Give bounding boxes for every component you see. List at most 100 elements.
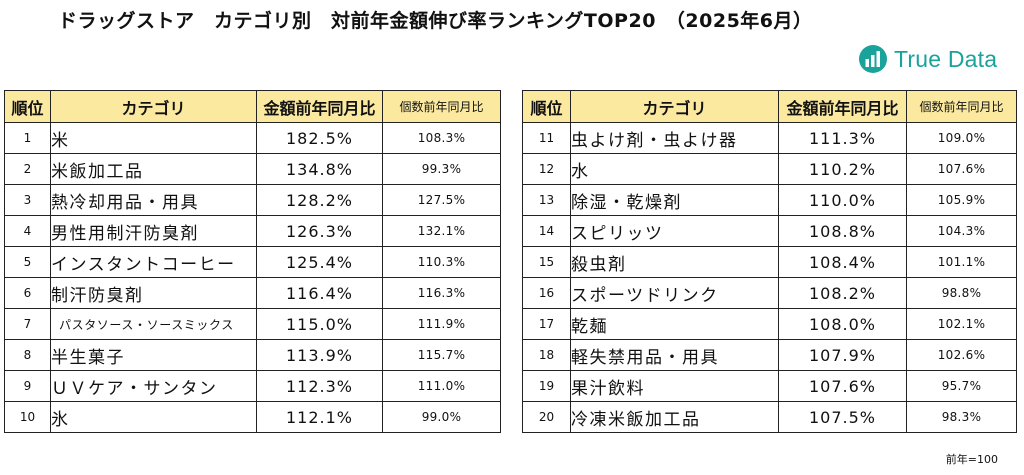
category-cell: 果汁飲料	[570, 370, 779, 402]
rank-cell: 3	[4, 184, 51, 216]
amount-yoy-cell: 125.4%	[256, 246, 383, 278]
rank-cell: 9	[4, 370, 51, 402]
amount-yoy-cell: 108.8%	[778, 215, 907, 247]
amount-yoy-cell: 113.9%	[256, 339, 383, 371]
amount-yoy-cell: 128.2%	[256, 184, 383, 216]
amount-yoy-cell: 107.5%	[778, 401, 907, 433]
count-yoy-cell: 127.5%	[382, 184, 501, 216]
table-row: 12 水 110.2% 107.6%	[522, 153, 1017, 185]
category-cell: 水	[570, 153, 779, 185]
count-yoy-cell: 107.6%	[906, 153, 1017, 185]
table-row: 8 半生菓子 113.9% 115.7%	[4, 339, 501, 371]
count-yoy-cell: 108.3%	[382, 122, 501, 154]
header-category: カテゴリ	[50, 90, 257, 123]
category-cell: 乾麺	[570, 308, 779, 340]
category-cell: パスタソース・ソースミックス	[50, 308, 257, 340]
category-cell: 軽失禁用品・用具	[570, 339, 779, 371]
category-cell: 熱冷却用品・用具	[50, 184, 257, 216]
table-row: 20 冷凍米飯加工品 107.5% 98.3%	[522, 401, 1017, 433]
count-yoy-cell: 98.3%	[906, 401, 1017, 433]
count-yoy-cell: 102.1%	[906, 308, 1017, 340]
category-cell: 米飯加工品	[50, 153, 257, 185]
logo-text: True Data	[894, 45, 998, 72]
category-cell: スポーツドリンク	[570, 277, 779, 309]
header-count-yoy: 個数前年同月比	[906, 90, 1017, 123]
amount-yoy-cell: 134.8%	[256, 153, 383, 185]
category-cell: スピリッツ	[570, 215, 779, 247]
category-cell: 冷凍米飯加工品	[570, 401, 779, 433]
table-row: 17 乾麺 108.0% 102.1%	[522, 308, 1017, 340]
category-cell: 制汗防臭剤	[50, 277, 257, 309]
amount-yoy-cell: 108.0%	[778, 308, 907, 340]
amount-yoy-cell: 126.3%	[256, 215, 383, 247]
table-row: 2 米飯加工品 134.8% 99.3%	[4, 153, 501, 185]
count-yoy-cell: 98.8%	[906, 277, 1017, 309]
rank-cell: 11	[522, 122, 571, 154]
count-yoy-cell: 99.0%	[382, 401, 501, 433]
footnote: 前年=100	[945, 453, 998, 466]
table-row: 9 ＵＶケア・サンタン 112.3% 111.0%	[4, 370, 501, 402]
amount-yoy-cell: 110.0%	[778, 184, 907, 216]
header-amount-yoy: 金額前年同月比	[256, 90, 383, 123]
rank-cell: 13	[522, 184, 571, 216]
count-yoy-cell: 110.3%	[382, 246, 501, 278]
header-count-yoy: 個数前年同月比	[382, 90, 501, 123]
rank-cell: 10	[4, 401, 51, 433]
table-row: 7 パスタソース・ソースミックス 115.0% 111.9%	[4, 308, 501, 340]
table-row: 6 制汗防臭剤 116.4% 116.3%	[4, 277, 501, 309]
table-row: 10 氷 112.1% 99.0%	[4, 401, 501, 433]
table-row: 5 インスタントコーヒー 125.4% 110.3%	[4, 246, 501, 278]
table-row: 15 殺虫剤 108.4% 101.1%	[522, 246, 1017, 278]
amount-yoy-cell: 112.3%	[256, 370, 383, 402]
rank-cell: 19	[522, 370, 571, 402]
table-row: 11 虫よけ剤・虫よけ器 111.3% 109.0%	[522, 122, 1017, 154]
category-cell: ＵＶケア・サンタン	[50, 370, 257, 402]
count-yoy-cell: 116.3%	[382, 277, 501, 309]
table-row: 3 熱冷却用品・用具 128.2% 127.5%	[4, 184, 501, 216]
category-cell: 男性用制汗防臭剤	[50, 215, 257, 247]
amount-yoy-cell: 107.6%	[778, 370, 907, 402]
rank-cell: 8	[4, 339, 51, 371]
rank-cell: 17	[522, 308, 571, 340]
category-cell: 氷	[50, 401, 257, 433]
rank-cell: 14	[522, 215, 571, 247]
count-yoy-cell: 101.1%	[906, 246, 1017, 278]
rank-cell: 12	[522, 153, 571, 185]
category-cell: 米	[50, 122, 257, 154]
table-header-row: 順位 カテゴリ 金額前年同月比 個数前年同月比	[4, 90, 501, 123]
rank-cell: 2	[4, 153, 51, 185]
amount-yoy-cell: 112.1%	[256, 401, 383, 433]
header-category: カテゴリ	[570, 90, 779, 123]
count-yoy-cell: 111.0%	[382, 370, 501, 402]
table-row: 1 米 182.5% 108.3%	[4, 122, 501, 154]
count-yoy-cell: 105.9%	[906, 184, 1017, 216]
table-header-row: 順位 カテゴリ 金額前年同月比 個数前年同月比	[522, 90, 1017, 123]
amount-yoy-cell: 107.9%	[778, 339, 907, 371]
category-cell: インスタントコーヒー	[50, 246, 257, 278]
category-cell: 除湿・乾燥剤	[570, 184, 779, 216]
rank-cell: 1	[4, 122, 51, 154]
rank-cell: 7	[4, 308, 51, 340]
rank-cell: 4	[4, 215, 51, 247]
count-yoy-cell: 102.6%	[906, 339, 1017, 371]
ranking-table-right: 順位 カテゴリ 金額前年同月比 個数前年同月比 11 虫よけ剤・虫よけ器 111.3…	[522, 90, 1017, 433]
rank-cell: 16	[522, 277, 571, 309]
table-row: 14 スピリッツ 108.8% 104.3%	[522, 215, 1017, 247]
category-cell: 殺虫剤	[570, 246, 779, 278]
header-rank: 順位	[4, 90, 51, 123]
header-rank: 順位	[522, 90, 571, 123]
count-yoy-cell: 95.7%	[906, 370, 1017, 402]
category-cell: 半生菓子	[50, 339, 257, 371]
amount-yoy-cell: 116.4%	[256, 277, 383, 309]
amount-yoy-cell: 108.2%	[778, 277, 907, 309]
rank-cell: 18	[522, 339, 571, 371]
category-cell: 虫よけ剤・虫よけ器	[570, 122, 779, 154]
count-yoy-cell: 104.3%	[906, 215, 1017, 247]
table-row: 13 除湿・乾燥剤 110.0% 105.9%	[522, 184, 1017, 216]
table-row: 4 男性用制汗防臭剤 126.3% 132.1%	[4, 215, 501, 247]
rank-cell: 6	[4, 277, 51, 309]
amount-yoy-cell: 182.5%	[256, 122, 383, 154]
count-yoy-cell: 115.7%	[382, 339, 501, 371]
count-yoy-cell: 132.1%	[382, 215, 501, 247]
table-row: 18 軽失禁用品・用具 107.9% 102.6%	[522, 339, 1017, 371]
